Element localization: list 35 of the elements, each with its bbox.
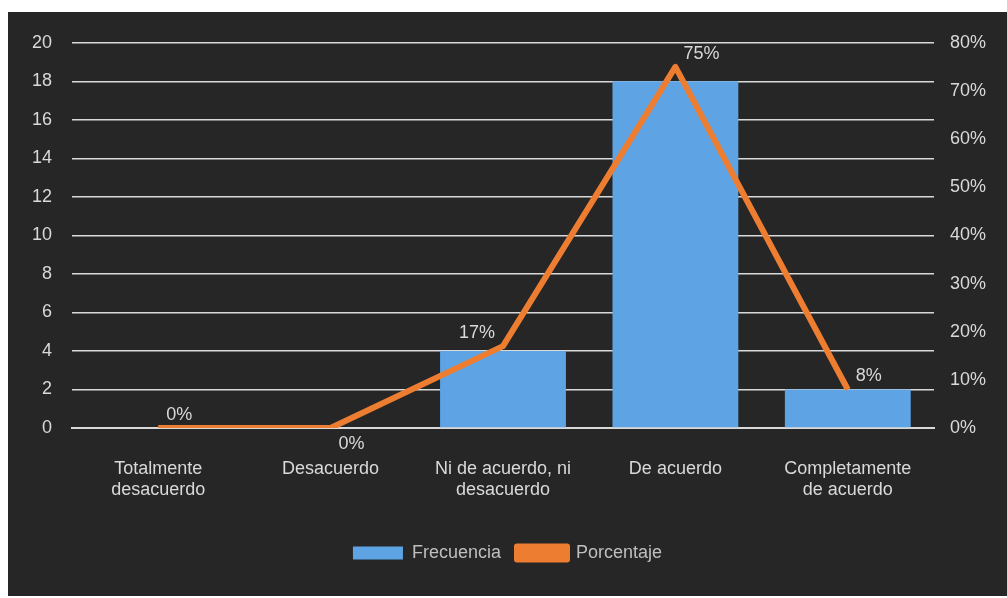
bar [784, 389, 911, 428]
x-tick-label: Totalmente desacuerdo [111, 457, 206, 500]
data-label: 0% [166, 404, 193, 424]
y2-tick-label: 40% [950, 224, 987, 245]
y2-tick-label: 20% [950, 320, 987, 341]
bar [612, 81, 739, 428]
data-label: 8% [855, 365, 882, 386]
x-tick-label: Desacuerdo [282, 457, 380, 478]
data-label: 75% [683, 42, 720, 63]
y2-tick-label: 0% [950, 416, 977, 437]
y2-tick-label: 70% [950, 79, 987, 100]
y2-tick-label: 50% [950, 176, 987, 197]
bar [440, 350, 566, 428]
y-tick-label: 18 [31, 70, 52, 91]
y-tick-label: 12 [31, 185, 52, 206]
data-label: 0% [338, 433, 365, 453]
legend-label: Porcentaje [575, 541, 663, 562]
y-tick-label: 2 [41, 378, 52, 399]
x-tick-label: Ni de acuerdo, ni desacuerdo [434, 457, 572, 500]
y-tick-label: 4 [41, 339, 52, 360]
y-tick-label: 10 [31, 224, 52, 245]
y2-tick-label: 30% [950, 272, 987, 293]
y-tick-label: 20 [31, 31, 52, 52]
y-tick-label: 8 [41, 262, 52, 283]
data-label: 17% [458, 322, 495, 343]
y2-tick-label: 80% [950, 31, 987, 52]
y-tick-label: 0 [41, 416, 52, 437]
y2-tick-label: 60% [950, 128, 987, 149]
y-tick-label: 16 [31, 108, 52, 129]
legend-label: Frecuencia [411, 541, 502, 562]
y2-tick-label: 10% [950, 368, 987, 389]
x-tick-label: Completamente de acuerdo [784, 457, 912, 500]
y-tick-label: 14 [31, 147, 52, 168]
y-tick-label: 6 [41, 301, 52, 322]
x-tick-label: De acuerdo [628, 457, 722, 478]
